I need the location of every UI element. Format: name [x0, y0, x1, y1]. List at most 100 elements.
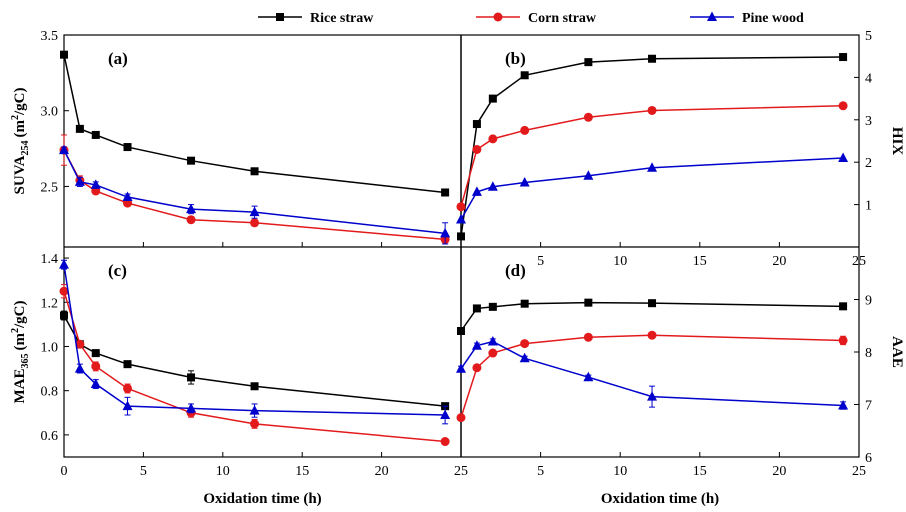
- data-point: [457, 232, 465, 241]
- panel-letter: (c): [108, 261, 127, 280]
- series-corn-straw: [456, 101, 848, 212]
- data-point: [249, 405, 260, 415]
- data-point: [584, 298, 593, 307]
- series-pine-wood: [59, 259, 451, 425]
- x-tick-label: 10: [613, 254, 627, 269]
- data-point: [187, 156, 196, 165]
- data-point: [250, 419, 260, 429]
- data-point: [488, 94, 497, 103]
- data-point: [440, 437, 450, 447]
- data-point: [583, 332, 593, 342]
- data-point: [838, 400, 849, 410]
- data-point: [456, 202, 466, 212]
- y-axis-title: AAE: [889, 336, 905, 368]
- data-point: [91, 349, 100, 358]
- data-point: [456, 413, 466, 423]
- legend-item: Pine wood: [690, 11, 804, 26]
- data-point: [440, 409, 451, 419]
- data-point: [250, 167, 259, 176]
- data-point: [186, 402, 197, 413]
- data-point: [123, 383, 133, 393]
- data-point: [647, 105, 657, 115]
- panels: 2.5 3.0 3.5 (a) 1 2 3 4 5 5 10 15 20 25 (b) 0.6 0.8 1.0 1.…: [41, 29, 873, 479]
- data-point: [520, 125, 530, 135]
- x-tick-label: 5: [140, 464, 147, 479]
- axis-labels: Oxidation time (h) Oxidation time (h) SUVA…: [10, 88, 905, 507]
- panel-b: 1 2 3 4 5 5 10 15 20 25 (b): [456, 29, 872, 269]
- y-tick-label: 0.8: [41, 385, 59, 400]
- data-point: [647, 391, 658, 401]
- x-axis-title: Oxidation time (h): [203, 491, 321, 507]
- data-point: [583, 371, 594, 382]
- data-point: [838, 335, 848, 345]
- data-point: [74, 363, 85, 373]
- x-tick-label: 25: [454, 464, 468, 479]
- y-axis-title: MAE365(m2/gC): [10, 301, 31, 404]
- data-point: [75, 339, 85, 349]
- data-point: [647, 162, 658, 172]
- data-point: [583, 170, 594, 180]
- data-point: [520, 299, 529, 308]
- legend-label: Corn straw: [528, 11, 597, 26]
- legend-marker: [276, 13, 284, 21]
- data-point: [90, 378, 101, 389]
- data-point: [74, 176, 85, 186]
- data-point: [583, 112, 593, 122]
- data-point: [123, 143, 132, 152]
- panel-a: 2.5 3.0 3.5 (a): [41, 29, 462, 247]
- series-pine-wood: [59, 144, 451, 245]
- data-point: [122, 191, 133, 202]
- data-point: [519, 177, 530, 187]
- x-tick-label: 0: [61, 464, 68, 479]
- panel-letter: (a): [108, 49, 128, 68]
- x-tick-label: 5: [537, 464, 544, 479]
- data-point: [250, 218, 260, 228]
- data-point: [441, 188, 450, 197]
- y-axis-title: HIX: [889, 127, 905, 156]
- panel-d: 6 7 8 9 5 10 15 20 25 (d): [456, 261, 872, 479]
- panel-letter: (d): [505, 261, 526, 280]
- data-point: [838, 101, 848, 111]
- y-tick-label: 5: [865, 29, 872, 44]
- data-point: [60, 311, 68, 320]
- y-tick-label: 0.6: [41, 429, 59, 444]
- data-point: [249, 206, 260, 217]
- x-tick-label: 25: [852, 464, 866, 479]
- series-rice-straw: [457, 298, 848, 335]
- x-tick-label: 15: [693, 254, 707, 269]
- y-tick-label: 2: [865, 156, 872, 171]
- data-point: [648, 299, 657, 308]
- data-point: [471, 340, 482, 350]
- data-point: [59, 286, 69, 296]
- y-tick-label: 4: [865, 71, 872, 86]
- data-point: [487, 181, 498, 191]
- data-point: [839, 302, 848, 311]
- x-axis-title: Oxidation time (h): [601, 491, 719, 507]
- data-point: [488, 348, 498, 358]
- data-point: [472, 363, 482, 373]
- legend: Rice straw Corn straw Pine wood: [258, 11, 804, 26]
- y-tick-label: 9: [865, 294, 872, 309]
- series-line: [460, 56, 844, 237]
- series-pine-wood: [456, 336, 849, 410]
- panel-c: 0.6 0.8 1.0 1.2 1.4 0 5 10 15 20 25 (c): [41, 252, 469, 479]
- data-point: [472, 144, 482, 154]
- data-point: [187, 373, 196, 382]
- series-line: [63, 264, 446, 416]
- data-point: [584, 58, 593, 67]
- data-point: [59, 259, 69, 269]
- y-axis-title: SUVA254(m2/gC): [10, 88, 31, 195]
- data-point: [123, 360, 132, 369]
- data-point: [519, 352, 530, 363]
- data-point: [488, 302, 497, 311]
- data-point: [91, 130, 100, 139]
- y-tick-label: 1.0: [41, 340, 59, 355]
- data-point: [520, 71, 529, 80]
- x-tick-label: 15: [295, 464, 309, 479]
- series-rice-straw: [60, 50, 450, 197]
- x-tick-label: 5: [537, 254, 544, 269]
- x-tick-label: 25: [852, 254, 866, 269]
- data-point: [250, 382, 259, 391]
- series-corn-straw: [59, 284, 450, 447]
- panel-letter: (b): [505, 49, 526, 68]
